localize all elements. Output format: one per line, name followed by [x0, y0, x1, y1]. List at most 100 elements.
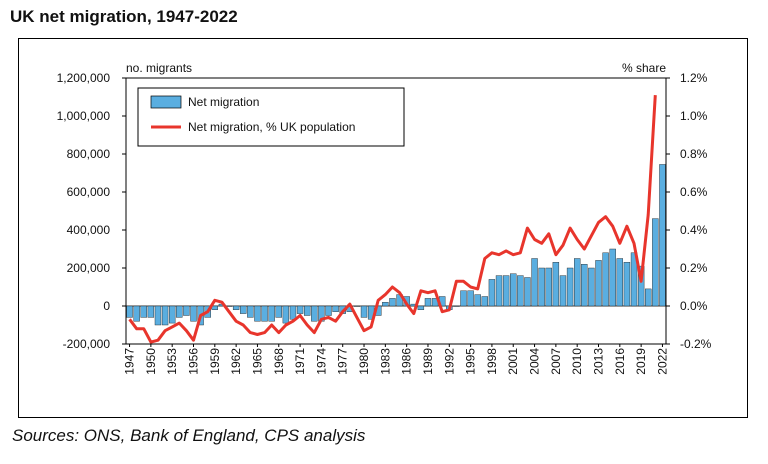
bar-2014 [602, 252, 609, 307]
bar-1954 [176, 305, 183, 318]
right-axis-label: % share [622, 61, 666, 75]
x-tick-label: 2013 [592, 348, 606, 375]
left-tick-label: 1,000,000 [57, 109, 111, 123]
left-tick-label: -200,000 [63, 337, 111, 351]
bar-2012 [588, 267, 595, 307]
bar-1949 [140, 305, 147, 318]
bar-2005 [538, 267, 545, 307]
bars-layer [126, 164, 666, 326]
bar-2002 [517, 275, 524, 307]
right-tick-label: 0.4% [680, 223, 708, 237]
x-tick-label: 2004 [528, 348, 542, 375]
bar-1984 [389, 298, 396, 307]
bar-2016 [616, 258, 624, 307]
source-note: Sources: ONS, Bank of England, CPS analy… [12, 426, 366, 445]
x-tick-label: 1998 [485, 348, 499, 375]
bar-2020 [645, 288, 652, 307]
x-tick-label: 1953 [165, 348, 179, 375]
bar-1973 [311, 305, 318, 322]
left-tick-label: 0 [103, 299, 110, 313]
right-axis-ticks: -0.2% 0.0% 0.2% 0.4% 0.6% 0.8% 1.0% 1.2% [666, 71, 712, 351]
left-tick-label: 1,200,000 [57, 71, 111, 85]
left-tick-label: 400,000 [67, 223, 111, 237]
bar-1966 [261, 305, 268, 322]
x-tick-label: 1986 [400, 348, 414, 375]
bar-2021 [652, 218, 659, 307]
bar-1967 [268, 305, 275, 322]
bar-1971 [296, 305, 304, 314]
right-tick-label: -0.2% [680, 337, 712, 351]
chart-title: UK net migration, 1947-2022 [10, 7, 238, 26]
line-layer [128, 95, 657, 344]
bar-2015 [609, 248, 616, 307]
bar-1955 [183, 305, 190, 316]
bar-1997 [481, 296, 488, 307]
legend-label-pct-population: Net migration, % UK population [188, 120, 355, 134]
left-axis-ticks: -200,000 0 200,000 400,000 600,000 800,000 1,0… [57, 71, 126, 351]
bar-1950 [147, 305, 155, 318]
bar-1999 [495, 275, 503, 307]
bar-2008 [559, 275, 567, 307]
x-tick-label: 1995 [464, 348, 478, 375]
x-tick-label: 1974 [314, 348, 328, 375]
bar-1993 [453, 305, 460, 307]
bar-1980 [360, 305, 368, 318]
right-tick-label: 0.6% [680, 185, 708, 199]
bar-1998 [488, 279, 496, 307]
bar-1956 [190, 305, 197, 322]
bar-1951 [154, 305, 162, 326]
bar-1962 [232, 305, 240, 310]
right-tick-label: 1.0% [680, 109, 708, 123]
bar-1988 [417, 305, 425, 310]
x-tick-label: 2007 [549, 348, 563, 375]
left-tick-label: 800,000 [67, 147, 111, 161]
legend-bar-swatch [150, 95, 182, 109]
bar-1963 [240, 305, 247, 314]
legend-box [137, 87, 405, 147]
bar-1969 [282, 305, 290, 324]
bar-2009 [566, 267, 574, 307]
bar-2006 [545, 267, 552, 307]
right-tick-label: 0.0% [680, 299, 708, 313]
bar-1953 [168, 305, 176, 324]
right-tick-label: 0.2% [680, 261, 708, 275]
x-tick-label: 1956 [187, 348, 201, 375]
bar-2010 [574, 258, 581, 307]
x-tick-label: 2016 [613, 348, 627, 375]
x-tick-label: 1968 [272, 348, 286, 375]
bar-1968 [275, 305, 282, 318]
bar-1976 [332, 305, 339, 312]
bar-2017 [623, 262, 631, 307]
bar-1952 [161, 305, 169, 326]
bar-2011 [581, 264, 588, 307]
plot-border [125, 77, 667, 345]
x-tick-label: 1989 [421, 348, 435, 375]
x-tick-label: 1980 [357, 348, 371, 375]
x-tick-label: 1971 [293, 348, 307, 375]
x-axis-ticks: 1947 1950 1953 1956 1959 1962 1965 1968 1971 1974… [123, 344, 669, 375]
x-tick-label: 1950 [144, 348, 158, 375]
legend-label-net-migration: Net migration [188, 95, 259, 109]
bar-1994 [460, 290, 467, 307]
bar-2001 [510, 273, 517, 307]
x-tick-label: 2010 [570, 348, 584, 375]
bar-2003 [524, 277, 531, 307]
bar-1983 [382, 302, 389, 307]
bar-1948 [133, 305, 140, 322]
bar-2019 [637, 265, 645, 307]
bar-1995 [467, 290, 474, 307]
bar-1975 [325, 305, 332, 316]
x-tick-label: 2022 [655, 348, 669, 375]
x-tick-label: 1959 [208, 348, 222, 375]
x-tick-label: 2019 [634, 348, 648, 375]
x-tick-label: 1983 [378, 348, 392, 375]
x-tick-label: 1962 [229, 348, 243, 375]
bar-2004 [531, 258, 538, 307]
chart-frame [18, 38, 748, 418]
right-tick-label: 1.2% [680, 71, 708, 85]
bar-2018 [630, 252, 638, 307]
left-axis-label: no. migrants [126, 61, 192, 75]
bar-1989 [424, 298, 432, 307]
bar-1959 [211, 305, 218, 310]
